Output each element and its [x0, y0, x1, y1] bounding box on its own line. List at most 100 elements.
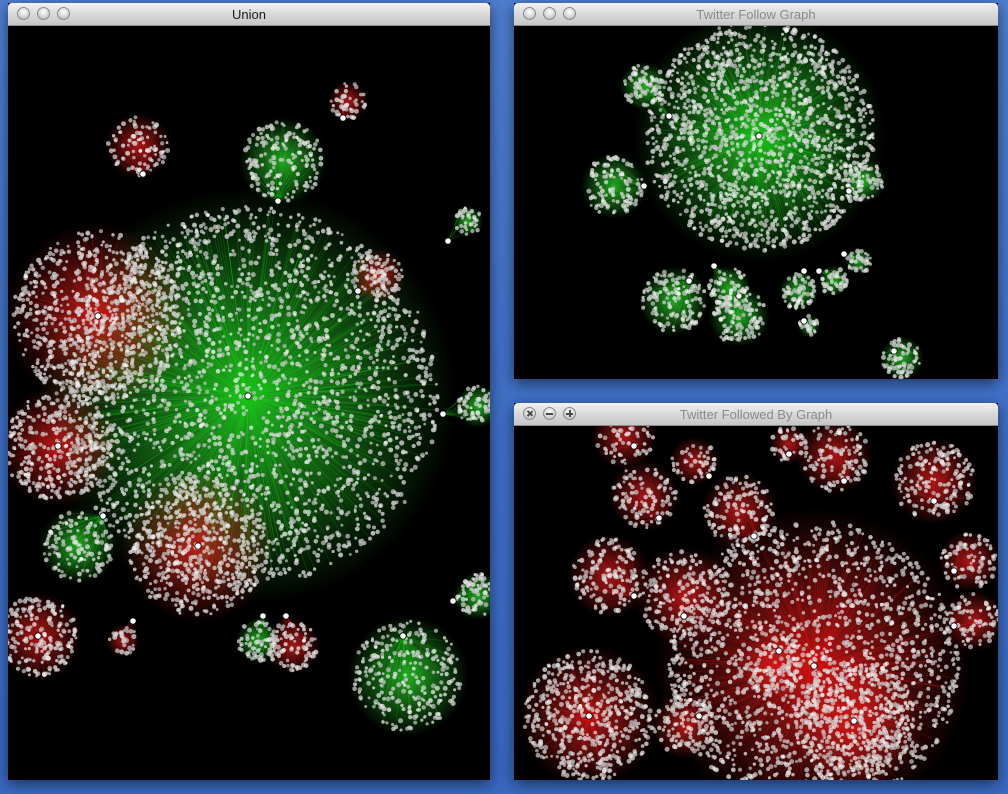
graph-node — [22, 460, 26, 464]
graph-node — [389, 474, 393, 478]
graph-node — [242, 345, 246, 349]
graph-edge — [228, 395, 249, 559]
graph-node — [120, 321, 125, 326]
graph-edge — [247, 374, 325, 397]
graph-node — [177, 258, 183, 264]
graph-node — [348, 395, 352, 399]
graph-node — [347, 424, 353, 430]
graph-node — [206, 361, 211, 366]
graph-node — [349, 344, 355, 349]
graph-node — [125, 302, 129, 306]
graph-node — [166, 521, 170, 525]
graph-node — [74, 409, 79, 414]
graph-node — [172, 283, 178, 289]
graph-node — [31, 267, 36, 272]
graph-node — [200, 358, 205, 363]
graph-edge — [214, 388, 249, 397]
graph-node — [209, 459, 214, 463]
graph-node — [400, 449, 406, 455]
close-button[interactable] — [17, 7, 30, 20]
graph-node — [374, 496, 380, 502]
graph-node — [158, 445, 162, 449]
graph-node — [328, 399, 332, 403]
graph-node — [149, 545, 153, 548]
graph-node — [284, 292, 289, 297]
graph-node — [71, 289, 75, 293]
graph-node — [126, 470, 132, 476]
graph-node — [61, 346, 67, 352]
graph-node — [305, 411, 310, 416]
graph-node — [164, 279, 170, 285]
graph-node — [109, 323, 114, 328]
graph-edge — [205, 227, 249, 397]
graph-node — [325, 460, 330, 465]
graph-node — [286, 501, 290, 505]
graph-node — [155, 377, 159, 381]
graph-node — [116, 392, 120, 396]
graph-node — [76, 405, 81, 409]
graph-node — [94, 277, 99, 282]
graph-node — [151, 419, 157, 425]
graph-node — [215, 406, 221, 412]
graph-edge — [157, 395, 249, 544]
graph-node — [320, 228, 326, 234]
graph-node — [354, 480, 359, 485]
graph-edge — [277, 169, 294, 202]
graph-node — [158, 306, 162, 309]
graph-node — [352, 263, 357, 268]
graph-node — [355, 381, 360, 386]
graph-node — [306, 572, 310, 576]
graph-node — [64, 295, 69, 301]
graph-node — [135, 257, 140, 262]
graph-node — [261, 430, 265, 435]
graph-node — [133, 385, 137, 389]
graph-node — [414, 349, 419, 355]
union-titlebar[interactable]: Union — [8, 3, 490, 26]
graph-edge — [97, 249, 142, 317]
graph-node — [386, 366, 390, 370]
graph-node — [89, 327, 94, 332]
graph-node — [164, 406, 170, 412]
graph-node — [377, 419, 381, 424]
graph-node — [228, 394, 232, 398]
graph-node — [229, 433, 235, 439]
graph-node — [224, 282, 228, 286]
union-graph-canvas[interactable] — [8, 26, 490, 780]
graph-node — [286, 311, 292, 317]
graph-node — [299, 415, 304, 420]
graph-node — [92, 323, 97, 328]
graph-node — [297, 549, 303, 554]
graph-node — [163, 239, 168, 244]
graph-node — [334, 298, 339, 304]
graph-edge — [197, 545, 228, 603]
graph-node — [117, 447, 121, 452]
graph-edge — [100, 395, 249, 417]
graph-node — [424, 451, 429, 455]
graph-node — [381, 366, 385, 370]
graph-node — [148, 438, 153, 442]
graph-node — [210, 355, 216, 360]
graph-node — [133, 502, 138, 508]
minimize-button[interactable] — [37, 7, 50, 20]
graph-node — [93, 505, 99, 511]
graph-edge — [247, 230, 298, 397]
graph-node — [89, 311, 94, 316]
graph-node — [127, 536, 131, 540]
graph-node — [40, 460, 44, 464]
graph-node — [274, 507, 278, 511]
zoom-button[interactable] — [57, 7, 70, 20]
graph-node — [275, 387, 280, 391]
graph-node — [236, 400, 241, 405]
graph-edge — [247, 395, 309, 574]
graph-edge — [142, 150, 149, 175]
graph-edge — [247, 307, 390, 397]
graph-edge — [247, 317, 256, 397]
graph-node — [270, 242, 275, 248]
graph-node — [105, 501, 110, 505]
graph-edge — [142, 132, 156, 175]
graph-edge — [158, 395, 249, 503]
graph-node — [222, 482, 228, 488]
graph-node — [70, 337, 74, 342]
graph-node — [295, 228, 299, 232]
graph-edge — [247, 314, 290, 397]
